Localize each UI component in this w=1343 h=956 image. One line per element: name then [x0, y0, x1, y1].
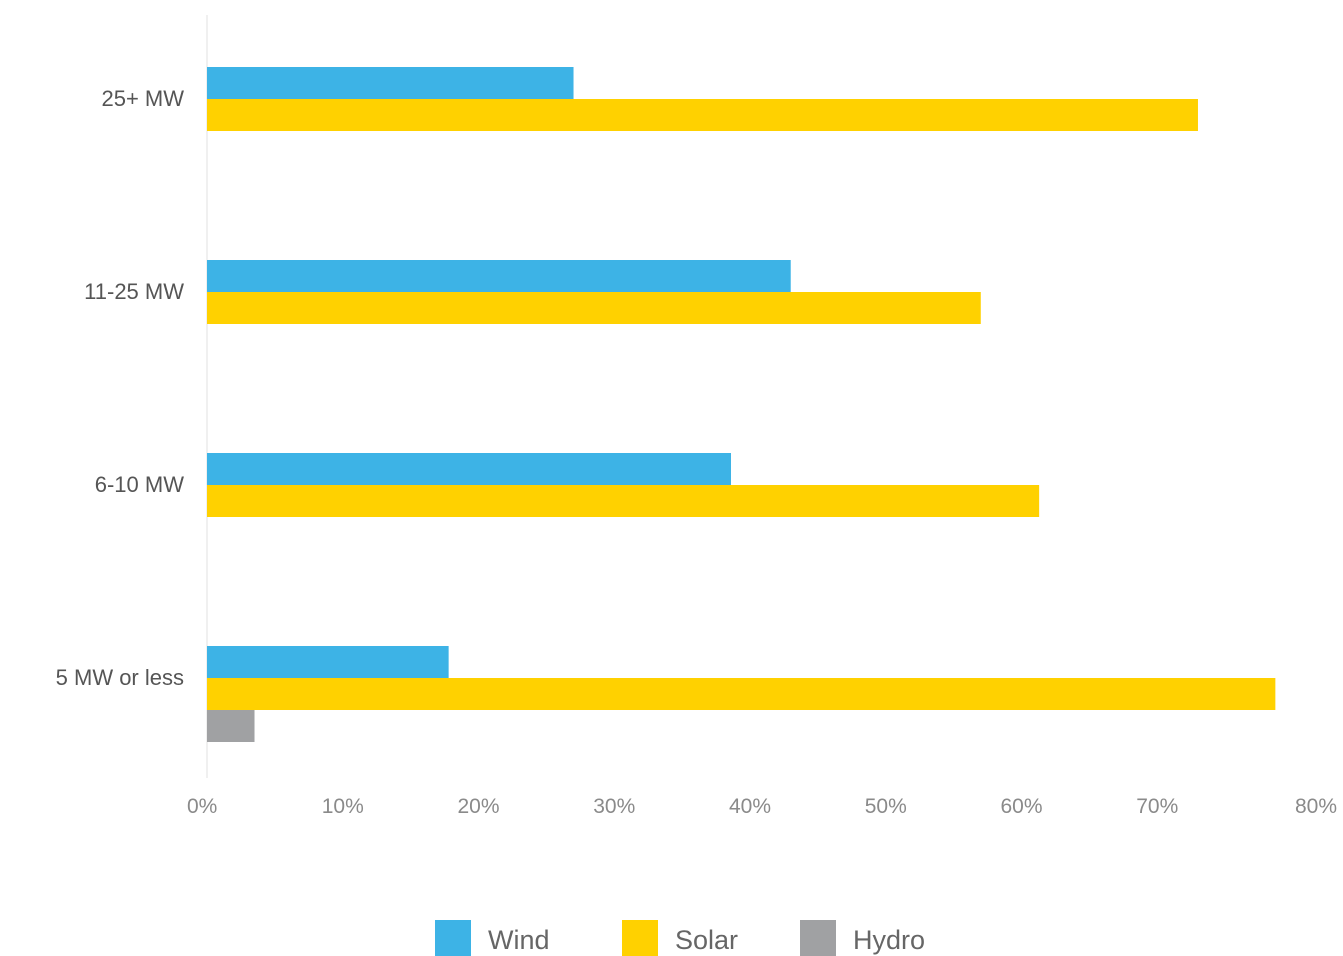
x-tick-label: 50% — [865, 795, 907, 818]
legend-swatch-wind — [435, 920, 471, 956]
legend-label-hydro: Hydro — [853, 925, 925, 955]
bar-wind-2 — [207, 453, 731, 485]
x-tick-labels: 0% 10% 20% 30% 40% 50% 60% 70% 80% — [187, 795, 1337, 818]
x-tick-label: 10% — [322, 795, 364, 818]
category-label: 11-25 MW — [84, 279, 184, 304]
x-tick-label: 40% — [729, 795, 771, 818]
bar-wind-1 — [207, 260, 791, 292]
category-label: 6-10 MW — [95, 472, 184, 497]
bar-solar-2 — [207, 485, 1040, 517]
legend-label-solar: Solar — [675, 925, 738, 955]
bar-wind-3 — [207, 646, 449, 678]
bar-solar-0 — [207, 99, 1198, 131]
category-label: 5 MW or less — [56, 665, 184, 690]
bar-solar-3 — [207, 678, 1276, 710]
category-label: 25+ MW — [101, 86, 184, 111]
bar-wind-0 — [207, 67, 574, 99]
x-tick-label: 30% — [593, 795, 635, 818]
x-tick-label: 60% — [1000, 795, 1042, 818]
legend-swatch-solar — [622, 920, 658, 956]
bars-group — [207, 67, 1276, 742]
legend-swatch-hydro — [800, 920, 836, 956]
legend: Wind Solar Hydro — [435, 920, 925, 956]
bar-solar-1 — [207, 292, 981, 324]
x-tick-label: 0% — [187, 795, 217, 818]
bar-hydro-3 — [207, 710, 255, 742]
x-tick-label: 80% — [1295, 795, 1337, 818]
x-tick-label: 20% — [457, 795, 499, 818]
x-tick-label: 70% — [1136, 795, 1178, 818]
category-labels: 25+ MW 11-25 MW 6-10 MW 5 MW or less — [56, 86, 185, 690]
legend-label-wind: Wind — [488, 925, 550, 955]
